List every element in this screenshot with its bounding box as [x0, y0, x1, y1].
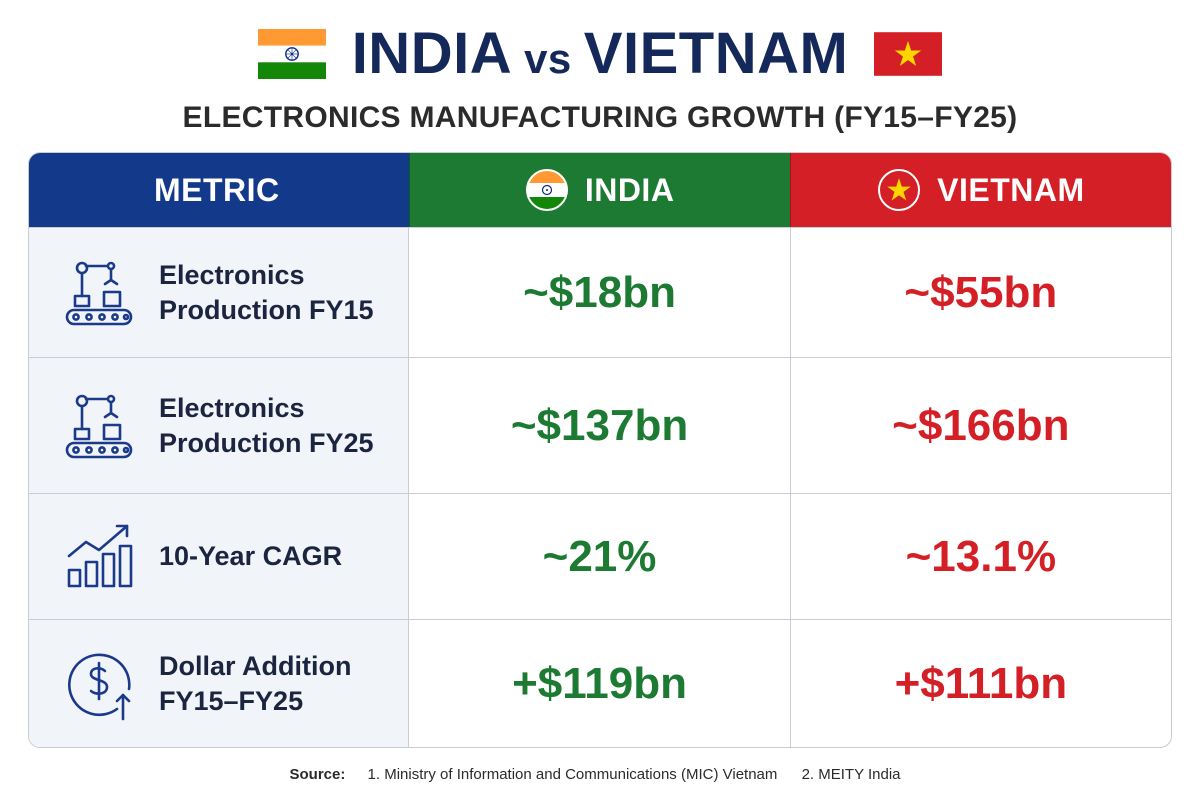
- source-item: 1. Ministry of Information and Communica…: [367, 766, 778, 783]
- source-item: 2. MEITY India: [801, 766, 901, 783]
- india-value: ~$137bn: [408, 358, 789, 493]
- dollar-up-arrow-icon: [68, 653, 131, 720]
- header-metric: METRIC: [29, 153, 409, 227]
- table-row: 10-Year CAGR ~21% ~13.1%: [29, 493, 1171, 619]
- vietnam-value: +$111bn: [789, 620, 1171, 747]
- vietnam-value: ~13.1%: [789, 494, 1171, 619]
- header-india: INDIA: [408, 153, 790, 227]
- title-vs: vs: [524, 35, 572, 82]
- table-header: METRIC INDIA VIETNAM: [29, 153, 1171, 227]
- india-value: +$119bn: [408, 620, 789, 747]
- metric-cell: Electronics Production FY15: [29, 228, 409, 357]
- title-row: INDIA vs VIETNAM: [0, 18, 1200, 90]
- title-vietnam: VIETNAM: [583, 21, 849, 86]
- header-india-label: INDIA: [584, 171, 675, 208]
- metric-label: Electronics Production FY25: [159, 392, 374, 458]
- india-value: ~$18bn: [408, 228, 789, 357]
- metric-label: Dollar Addition FY15–FY25: [159, 650, 352, 716]
- india-flag-icon: [257, 29, 326, 79]
- metric-label: Electronics Production FY15: [159, 259, 374, 325]
- india-value: ~21%: [408, 494, 789, 619]
- subtitle: ELECTRONICS MANUFACTURING GROWTH (FY15–F…: [182, 101, 1018, 134]
- header-vietnam: VIETNAM: [789, 153, 1171, 227]
- comparison-table: METRIC INDIA VIETNAM: [28, 152, 1172, 748]
- growth-bar-chart-icon: [67, 524, 133, 587]
- source-label: Source:: [289, 766, 346, 783]
- robot-arm-conveyor-icon: [65, 261, 133, 325]
- metric-label: 10-Year CAGR: [159, 541, 343, 572]
- india-flag-icon: [525, 169, 568, 211]
- main-title: INDIA vs VIETNAM: [352, 25, 849, 83]
- table-row: Electronics Production FY25 ~$137bn ~$16…: [29, 357, 1171, 493]
- header-vietnam-label: VIETNAM: [937, 171, 1085, 208]
- vietnam-value: ~$55bn: [789, 228, 1171, 357]
- robot-arm-conveyor-icon: [65, 394, 133, 458]
- vietnam-value: ~$166bn: [789, 358, 1171, 493]
- title-india: INDIA: [351, 21, 513, 86]
- table-row: Electronics Production FY15 ~$18bn ~$55b…: [29, 227, 1171, 357]
- metric-cell: Dollar Addition FY15–FY25: [29, 620, 409, 747]
- metric-cell: Electronics Production FY25: [29, 358, 409, 493]
- metric-cell: 10-Year CAGR: [29, 494, 409, 619]
- source-note: Source: 1. Ministry of Information and C…: [0, 766, 1200, 783]
- table-row: Dollar Addition FY15–FY25 +$119bn +$111b…: [29, 619, 1171, 747]
- vietnam-flag-icon: [878, 169, 921, 211]
- vietnam-flag-icon: [874, 32, 943, 76]
